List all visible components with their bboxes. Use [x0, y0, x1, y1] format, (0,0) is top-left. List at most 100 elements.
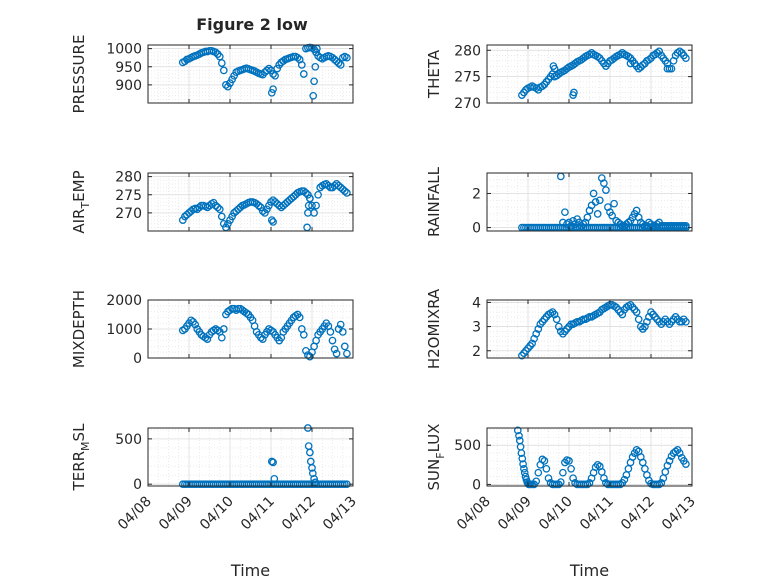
data-point	[254, 201, 263, 210]
data-point	[273, 64, 282, 73]
data-point	[217, 59, 226, 67]
data-point	[269, 218, 277, 226]
data-point	[215, 205, 224, 214]
data-point	[593, 210, 602, 218]
data-point	[293, 53, 302, 62]
data-point	[591, 198, 600, 206]
data-point	[565, 457, 573, 465]
data-point	[242, 309, 251, 317]
data-point	[336, 61, 345, 69]
data-point	[570, 88, 578, 97]
data-point	[187, 316, 195, 325]
data-point	[302, 189, 310, 197]
data-point	[314, 190, 322, 199]
data-point	[308, 201, 316, 210]
data-point	[602, 186, 610, 194]
axes-box	[147, 427, 354, 487]
data-point	[589, 189, 598, 198]
series-markers	[518, 47, 690, 99]
data-point	[682, 317, 690, 326]
data-point	[217, 212, 226, 221]
data-point	[534, 468, 543, 477]
data-point	[624, 52, 633, 61]
data-point	[593, 52, 602, 61]
y-tick-label: 2	[472, 344, 481, 360]
data-point	[265, 64, 273, 73]
data-point	[326, 328, 335, 336]
data-point	[532, 477, 541, 486]
data-point	[600, 474, 608, 483]
data-point	[211, 48, 220, 57]
data-point	[534, 325, 543, 333]
data-point	[338, 328, 347, 336]
data-point	[269, 458, 277, 467]
data-point	[297, 61, 306, 69]
data-point	[271, 71, 279, 80]
data-point	[593, 460, 602, 469]
axes-box	[486, 299, 693, 359]
data-point	[624, 218, 633, 227]
data-point	[267, 457, 276, 466]
data-point	[270, 474, 279, 483]
panel-pressure: 900 950 1000 PRESSURE	[70, 35, 354, 113]
data-point	[671, 447, 680, 456]
y-axis-label: SUNFLUX	[425, 424, 447, 491]
y-tick-label: 2000	[106, 293, 142, 309]
figure-title: Figure 2 low	[196, 15, 308, 34]
data-point	[542, 464, 551, 473]
data-point	[520, 464, 528, 473]
data-point	[191, 320, 200, 329]
data-point	[550, 64, 559, 73]
data-point	[643, 317, 651, 326]
data-point	[675, 449, 684, 457]
data-point	[550, 310, 559, 319]
data-point	[579, 220, 588, 229]
y-tick-label: 275	[115, 188, 142, 204]
data-point	[291, 312, 300, 320]
data-point	[219, 66, 228, 75]
data-point	[343, 349, 351, 358]
y-axis-label: THETA	[425, 49, 443, 99]
y-tick-label: 950	[115, 60, 142, 76]
y-tick-label: 500	[115, 432, 142, 448]
data-point	[561, 208, 569, 217]
data-point	[515, 431, 523, 440]
data-point	[634, 315, 643, 324]
data-point	[328, 336, 337, 345]
data-point	[538, 455, 547, 464]
data-point	[334, 59, 343, 67]
y-axis-label: H2OMIXRA	[425, 288, 443, 369]
data-point	[340, 187, 349, 195]
series-markers	[518, 300, 690, 360]
plot-area	[487, 428, 692, 486]
y-axis-label: RAINFALL	[425, 166, 443, 237]
data-point	[532, 329, 541, 338]
data-point	[632, 206, 641, 215]
data-point	[306, 352, 314, 361]
data-point	[308, 469, 317, 478]
data-point	[608, 211, 616, 220]
panel-air-temp: 270 275 280 AIRTEMP	[70, 170, 354, 234]
data-point	[517, 449, 526, 457]
series-markers	[178, 180, 351, 232]
data-point	[226, 79, 234, 87]
data-point	[673, 49, 682, 57]
x-axis-label: Time	[230, 561, 270, 580]
data-point	[217, 333, 226, 342]
data-point	[682, 460, 690, 468]
y-axis-label: AIRTEMP	[70, 170, 92, 233]
data-point	[520, 468, 529, 477]
data-point	[552, 315, 561, 324]
data-point	[312, 201, 320, 210]
y-tick-label: 280	[454, 43, 481, 59]
y-tick-label: 0	[133, 477, 142, 493]
data-point	[540, 457, 549, 465]
data-point	[269, 70, 277, 78]
data-point	[655, 47, 664, 56]
data-point	[340, 342, 349, 351]
data-point	[310, 474, 318, 483]
data-point	[563, 220, 571, 229]
data-point	[663, 64, 672, 73]
data-point	[645, 55, 653, 64]
